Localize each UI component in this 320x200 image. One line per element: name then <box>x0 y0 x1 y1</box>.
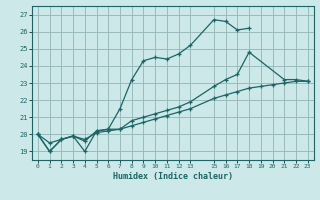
X-axis label: Humidex (Indice chaleur): Humidex (Indice chaleur) <box>113 172 233 181</box>
